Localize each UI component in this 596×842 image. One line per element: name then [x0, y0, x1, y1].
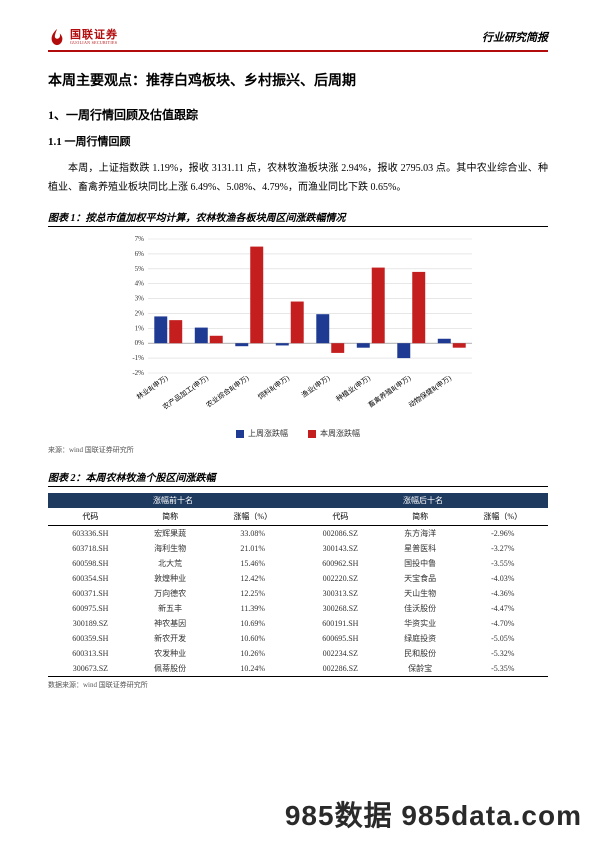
svg-text:-1%: -1% [132, 354, 144, 362]
table-row: 600359.SH新农开发10.60%600695.SH绿庭投资-5.05% [48, 631, 548, 646]
table-row: 300673.SZ佩蒂股份10.24%002286.SZ保龄宝-5.35% [48, 661, 548, 677]
legend-item: 本周涨跌幅 [308, 428, 360, 439]
legend-item: 上周涨跌幅 [236, 428, 288, 439]
col-header: 涨幅（%） [458, 508, 548, 526]
svg-text:4%: 4% [135, 280, 145, 288]
col-header: 代码 [298, 508, 383, 526]
chart1-legend: 上周涨跌幅 本周涨跌幅 [118, 428, 478, 439]
chart1-source: 来源：wind 国联证券研究所 [48, 445, 548, 455]
table-row: 603718.SH海利生物21.01%300143.SZ星普医科-3.27% [48, 541, 548, 556]
table-row: 600371.SH万向德农12.25%300313.SZ天山生物-4.36% [48, 586, 548, 601]
flame-icon [48, 28, 66, 46]
svg-text:6%: 6% [135, 250, 145, 258]
table-row: 600975.SH新五丰11.39%300268.SZ佳沃股份-4.47% [48, 601, 548, 616]
svg-text:饲料Ⅱ(申万): 饲料Ⅱ(申万) [256, 373, 291, 401]
subsection-title: 1.1 一周行情回顾 [48, 133, 548, 149]
svg-text:林业Ⅱ(申万): 林业Ⅱ(申万) [135, 373, 170, 401]
col-header: 简称 [383, 508, 458, 526]
group-header: 涨幅前十名 [48, 493, 298, 508]
svg-text:7%: 7% [135, 235, 145, 243]
logo-en: GUOLIAN SECURITIES [70, 41, 118, 45]
table-row: 603336.SH宏辉果蔬33.08%002086.SZ东方海洋-2.96% [48, 526, 548, 542]
logo-cn: 国联证券 [70, 30, 118, 41]
svg-text:农产品加工(申万): 农产品加工(申万) [161, 373, 211, 412]
table2-title: 图表 2：本周农林牧渔个股区间涨跌幅 [48, 469, 548, 487]
chart1: -2% -1% 0% 1% 2% 3% 4% 5% 6% 7% 林业Ⅱ(申万)农产品加工(申万)农业… [118, 233, 478, 439]
svg-text:农业综合Ⅱ(申万): 农业综合Ⅱ(申万) [204, 373, 251, 409]
svg-text:5%: 5% [135, 265, 145, 273]
svg-text:动物保健Ⅱ(申万): 动物保健Ⅱ(申万) [407, 373, 454, 409]
body-text: 本周，上证指数跌 1.19%，报收 3131.11 点，农林牧渔板块涨 2.94… [48, 159, 548, 197]
table-row: 600598.SH北大荒15.46%600962.SH国投中鲁-3.55% [48, 556, 548, 571]
section-title: 1、一周行情回顾及估值跟踪 [48, 106, 548, 123]
table2: 涨幅前十名涨幅后十名代码简称涨幅（%）代码简称涨幅（%）603336.SH宏辉果… [48, 493, 548, 677]
chart1-title: 图表 1：按总市值加权平均计算，农林牧渔各板块周区间涨跌幅情况 [48, 209, 548, 227]
table2-source: 数据来源：wind 国联证券研究所 [48, 680, 548, 690]
table-row: 600313.SH农发种业10.26%002234.SZ民和股份-5.32% [48, 646, 548, 661]
svg-text:2%: 2% [135, 309, 145, 317]
group-header: 涨幅后十名 [298, 493, 548, 508]
report-type: 行业研究简报 [482, 29, 548, 45]
svg-text:0%: 0% [135, 339, 145, 347]
svg-text:3%: 3% [135, 295, 145, 303]
watermark: 985数据 985data.com [285, 794, 582, 834]
col-header: 涨幅（%） [208, 508, 298, 526]
table-row: 300189.SZ神农基因10.69%600191.SH华资实业-4.70% [48, 616, 548, 631]
svg-text:种植业(申万): 种植业(申万) [334, 373, 372, 404]
logo: 国联证券 GUOLIAN SECURITIES [48, 28, 118, 46]
page-header: 国联证券 GUOLIAN SECURITIES 行业研究简报 [48, 28, 548, 52]
table-row: 600354.SH敦煌种业12.42%002220.SZ天宝食品-4.03% [48, 571, 548, 586]
svg-text:畜禽养殖Ⅱ(申万): 畜禽养殖Ⅱ(申万) [366, 373, 413, 409]
svg-text:渔业(申万): 渔业(申万) [299, 373, 331, 399]
main-title: 本周主要观点：推荐白鸡板块、乡村振兴、后周期 [48, 70, 548, 90]
col-header: 代码 [48, 508, 133, 526]
svg-text:1%: 1% [135, 324, 145, 332]
svg-text:-2%: -2% [132, 369, 144, 377]
col-header: 简称 [133, 508, 208, 526]
